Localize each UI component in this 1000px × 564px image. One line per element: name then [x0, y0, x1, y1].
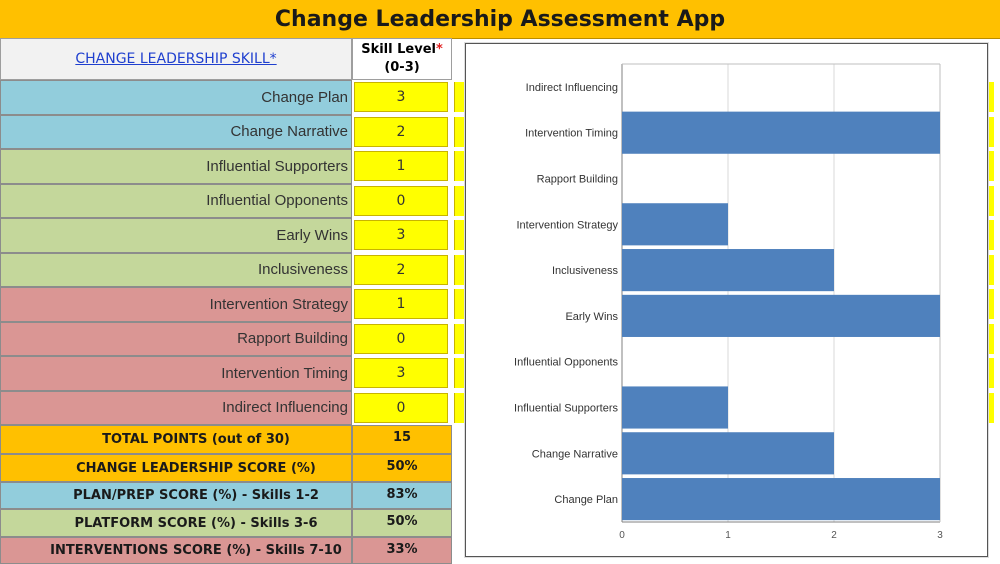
hidden-column-cell: [454, 151, 464, 181]
skill-name: Early Wins: [0, 218, 352, 253]
hidden-column-cell: [984, 392, 994, 423]
skill-level-input[interactable]: 1: [354, 289, 448, 319]
x-tick-label: 3: [937, 530, 943, 541]
skill-level-input[interactable]: 0: [354, 323, 448, 354]
hidden-column-cell: [984, 185, 994, 216]
x-tick-label: 1: [725, 530, 731, 541]
skill-row: Influential Supporters 1: [0, 149, 452, 184]
skill-level-input[interactable]: 0: [354, 185, 448, 216]
app-title: Change Leadership Assessment App: [0, 0, 1000, 39]
skill-name: Change Plan: [0, 80, 352, 115]
summary-row: PLATFORM SCORE (%) - Skills 3-6 50%: [0, 509, 452, 537]
summary-value: 15: [352, 425, 452, 454]
hidden-column-cell: [454, 116, 464, 147]
hidden-column-cell: [984, 358, 994, 388]
category-label: Change Narrative: [532, 448, 618, 460]
hidden-column-cell: [454, 323, 464, 354]
skill-name: Intervention Strategy: [0, 287, 352, 322]
skill-level-range: (0-3): [384, 60, 420, 75]
skill-row: Inclusiveness 2: [0, 252, 452, 287]
skill-level-header: Skill Level* (0-3): [352, 38, 452, 80]
skill-header-link[interactable]: CHANGE LEADERSHIP SKILL*: [75, 51, 277, 67]
skill-name: Intervention Timing: [0, 356, 352, 391]
skill-name: Influential Supporters: [0, 149, 352, 184]
skill-level-input[interactable]: 3: [354, 82, 448, 112]
skill-level-input[interactable]: 3: [354, 220, 448, 250]
summary-label: PLATFORM SCORE (%) - Skills 3-6: [0, 509, 352, 537]
x-tick-label: 0: [619, 530, 625, 541]
summary-value: 50%: [352, 454, 452, 482]
summary-label: PLAN/PREP SCORE (%) - Skills 1-2: [0, 482, 352, 509]
skill-row: Intervention Strategy 1: [0, 287, 452, 322]
bar-influential-supporters: [622, 386, 728, 429]
hidden-column-cell: [454, 392, 464, 423]
bar-change-plan: [622, 478, 940, 521]
hidden-column-cell: [454, 82, 464, 112]
summary-row: PLAN/PREP SCORE (%) - Skills 1-2 83%: [0, 482, 452, 509]
bar-intervention-strategy: [622, 203, 728, 246]
skill-name: Inclusiveness: [0, 252, 352, 287]
hidden-column-cell: [984, 116, 994, 147]
category-label: Change Plan: [554, 494, 618, 506]
category-label: Indirect Influencing: [526, 82, 618, 94]
skill-level-input[interactable]: 1: [354, 151, 448, 181]
skills-bar-chart: Indirect Influencing Intervention Timing R…: [465, 43, 988, 557]
skill-level-input[interactable]: 0: [354, 392, 448, 423]
hidden-column-cell: [984, 82, 994, 112]
summary-label: TOTAL POINTS (out of 30): [0, 425, 352, 454]
skill-column-header[interactable]: CHANGE LEADERSHIP SKILL*: [0, 38, 352, 80]
chart-svg: Indirect Influencing Intervention Timing R…: [514, 63, 943, 541]
x-tick-label: 2: [831, 530, 837, 541]
skills-table: CHANGE LEADERSHIP SKILL* Skill Level* (0…: [0, 38, 455, 564]
hidden-column-cell: [454, 254, 464, 285]
summary-value: 83%: [352, 482, 452, 509]
summary-label: CHANGE LEADERSHIP SCORE (%): [0, 454, 352, 482]
skill-level-input[interactable]: 2: [354, 254, 448, 285]
category-label: Influential Supporters: [514, 403, 618, 415]
hidden-column-cell: [984, 220, 994, 250]
category-label: Intervention Strategy: [516, 219, 618, 231]
skill-row: Influential Opponents 0: [0, 183, 452, 218]
skill-name: Rapport Building: [0, 321, 352, 356]
hidden-column-cell: [454, 185, 464, 216]
bar-inclusiveness: [622, 249, 834, 292]
skill-level-input[interactable]: 2: [354, 116, 448, 147]
skill-row: Early Wins 3: [0, 218, 452, 253]
bar-change-narrative: [622, 432, 834, 475]
skill-row: Rapport Building 0: [0, 321, 452, 356]
category-label: Influential Opponents: [514, 357, 618, 369]
category-label: Intervention Timing: [525, 128, 618, 140]
required-star: *: [435, 42, 443, 57]
skill-row: Intervention Timing 3: [0, 356, 452, 391]
hidden-column-cell: [454, 358, 464, 388]
category-label: Early Wins: [565, 311, 618, 323]
skill-level-header-text: Skill Level: [361, 42, 436, 57]
summary-value: 33%: [352, 537, 452, 564]
category-label: Rapport Building: [537, 174, 618, 186]
hidden-column-cell: [454, 289, 464, 319]
bar-early-wins: [622, 294, 940, 337]
category-label: Inclusiveness: [552, 265, 619, 277]
summary-row: INTERVENTIONS SCORE (%) - Skills 7-10 33%: [0, 537, 452, 564]
skill-row: Change Narrative 2: [0, 114, 452, 149]
hidden-column-cell: [984, 254, 994, 285]
skill-name: Indirect Influencing: [0, 390, 352, 425]
summary-label: INTERVENTIONS SCORE (%) - Skills 7-10: [0, 537, 352, 564]
hidden-column-cell: [984, 323, 994, 354]
hidden-column-cell: [454, 220, 464, 250]
skill-name: Influential Opponents: [0, 183, 352, 218]
hidden-column-cell: [984, 151, 994, 181]
summary-row: TOTAL POINTS (out of 30) 15: [0, 425, 452, 454]
bar-intervention-timing: [622, 111, 940, 154]
hidden-column-cell: [984, 289, 994, 319]
summary-value: 50%: [352, 509, 452, 537]
skill-level-input[interactable]: 3: [354, 358, 448, 388]
skill-row: Indirect Influencing 0: [0, 390, 452, 425]
summary-row: CHANGE LEADERSHIP SCORE (%) 50%: [0, 454, 452, 482]
skill-row: Change Plan 3: [0, 80, 452, 115]
skill-name: Change Narrative: [0, 114, 352, 149]
